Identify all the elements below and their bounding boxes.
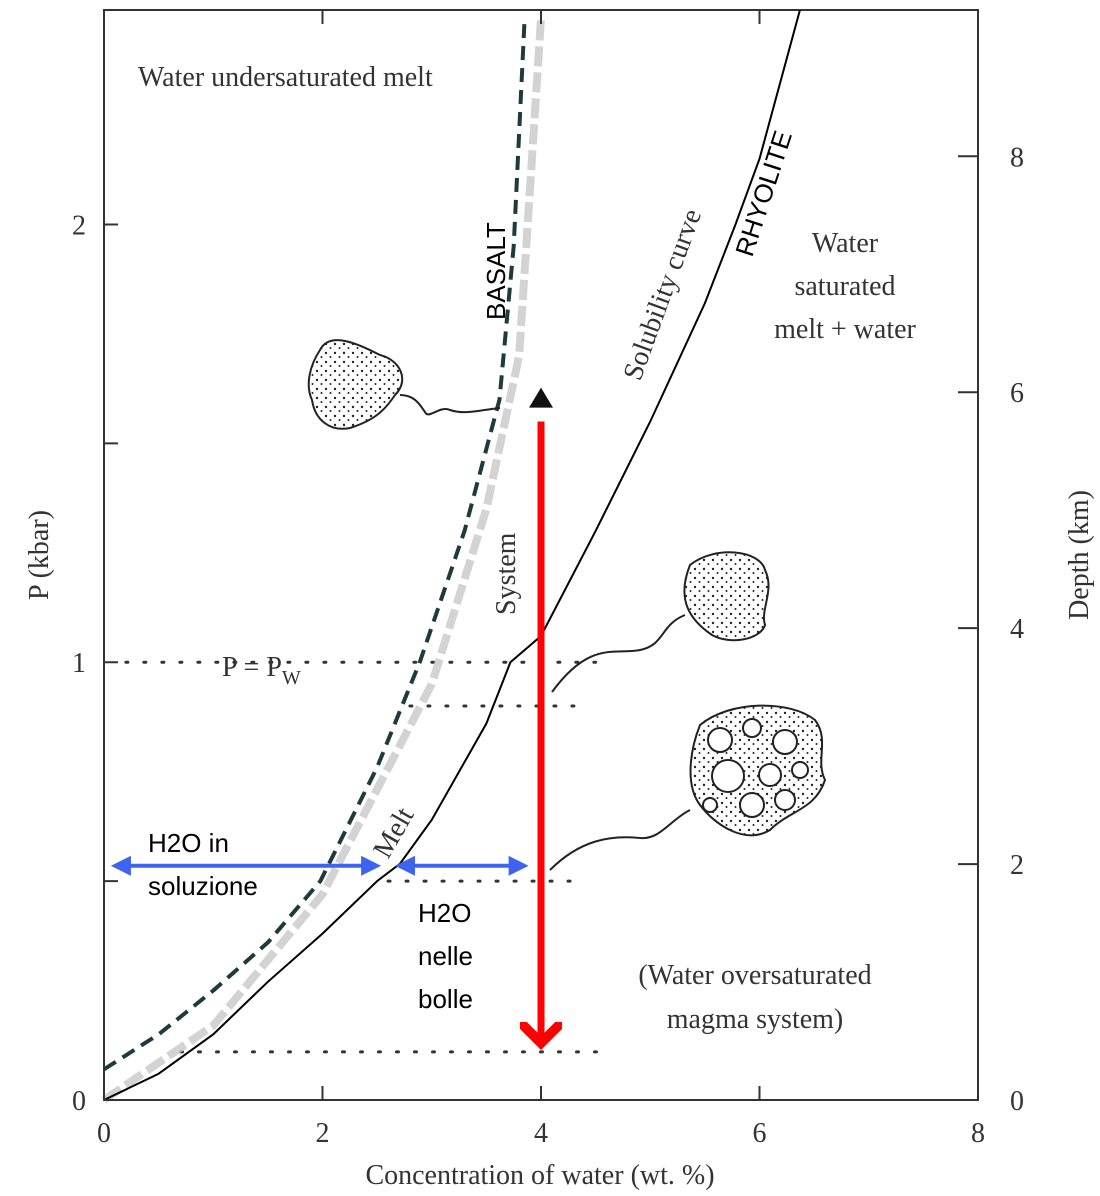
pointer bbox=[399, 394, 501, 416]
y2-tick-label: 6 bbox=[1010, 378, 1024, 409]
annotation: bolle bbox=[418, 984, 473, 1014]
annotation: Melt bbox=[367, 802, 420, 863]
x-tick-label: 8 bbox=[971, 1118, 985, 1149]
p-equals-text: P = P bbox=[222, 652, 282, 683]
pointer bbox=[549, 809, 691, 871]
series-line bbox=[103, 9, 801, 1101]
annotation: Solubility curve bbox=[617, 205, 708, 384]
y-tick-label: 1 bbox=[72, 648, 86, 679]
annotation: H2O in bbox=[148, 828, 229, 858]
x-tick-label: 4 bbox=[534, 1118, 548, 1149]
annotation: nelle bbox=[418, 941, 473, 971]
x-tick-label: 2 bbox=[316, 1118, 330, 1149]
annotation: magma system) bbox=[667, 1004, 844, 1035]
y-tick-label: 0 bbox=[72, 1086, 86, 1117]
series-label: RHYOLITE bbox=[729, 127, 798, 260]
magma-blob bbox=[307, 339, 404, 430]
y2-tick-label: 8 bbox=[1010, 142, 1024, 173]
annotation: Water undersaturated melt bbox=[138, 62, 433, 93]
x-tick-label: 0 bbox=[97, 1118, 111, 1149]
annotation: soluzione bbox=[148, 871, 258, 901]
magma-blob bbox=[683, 551, 770, 642]
y2-tick-label: 2 bbox=[1010, 850, 1024, 881]
point-marker bbox=[529, 387, 553, 408]
y2-axis-label: Depth (km) bbox=[1064, 490, 1095, 620]
series-label: System bbox=[491, 532, 522, 615]
pointer bbox=[551, 614, 686, 693]
y-tick-label: 2 bbox=[72, 210, 86, 241]
annotation: saturated bbox=[794, 271, 895, 302]
plot-area bbox=[101, 9, 801, 1104]
y2-tick-label: 0 bbox=[1010, 1086, 1024, 1117]
series-line bbox=[102, 18, 527, 1072]
p-equals-sub: W bbox=[282, 667, 301, 689]
annotation: melt + water bbox=[774, 314, 916, 345]
series-line bbox=[101, 18, 545, 1104]
x-axis-label: Concentration of water (wt. %) bbox=[365, 1160, 714, 1191]
annotation: H2O bbox=[418, 898, 471, 928]
annotation: (Water oversaturated bbox=[638, 960, 871, 991]
p-equals: P = PW bbox=[222, 652, 301, 689]
label-box bbox=[405, 895, 500, 1025]
y-axis-label: P (kbar) bbox=[24, 510, 55, 600]
y2-tick-label: 4 bbox=[1010, 614, 1024, 645]
annotation: Water bbox=[812, 228, 879, 259]
series-label: BASALT bbox=[481, 222, 511, 320]
bubbles bbox=[702, 718, 809, 818]
x-tick-label: 6 bbox=[753, 1118, 767, 1149]
